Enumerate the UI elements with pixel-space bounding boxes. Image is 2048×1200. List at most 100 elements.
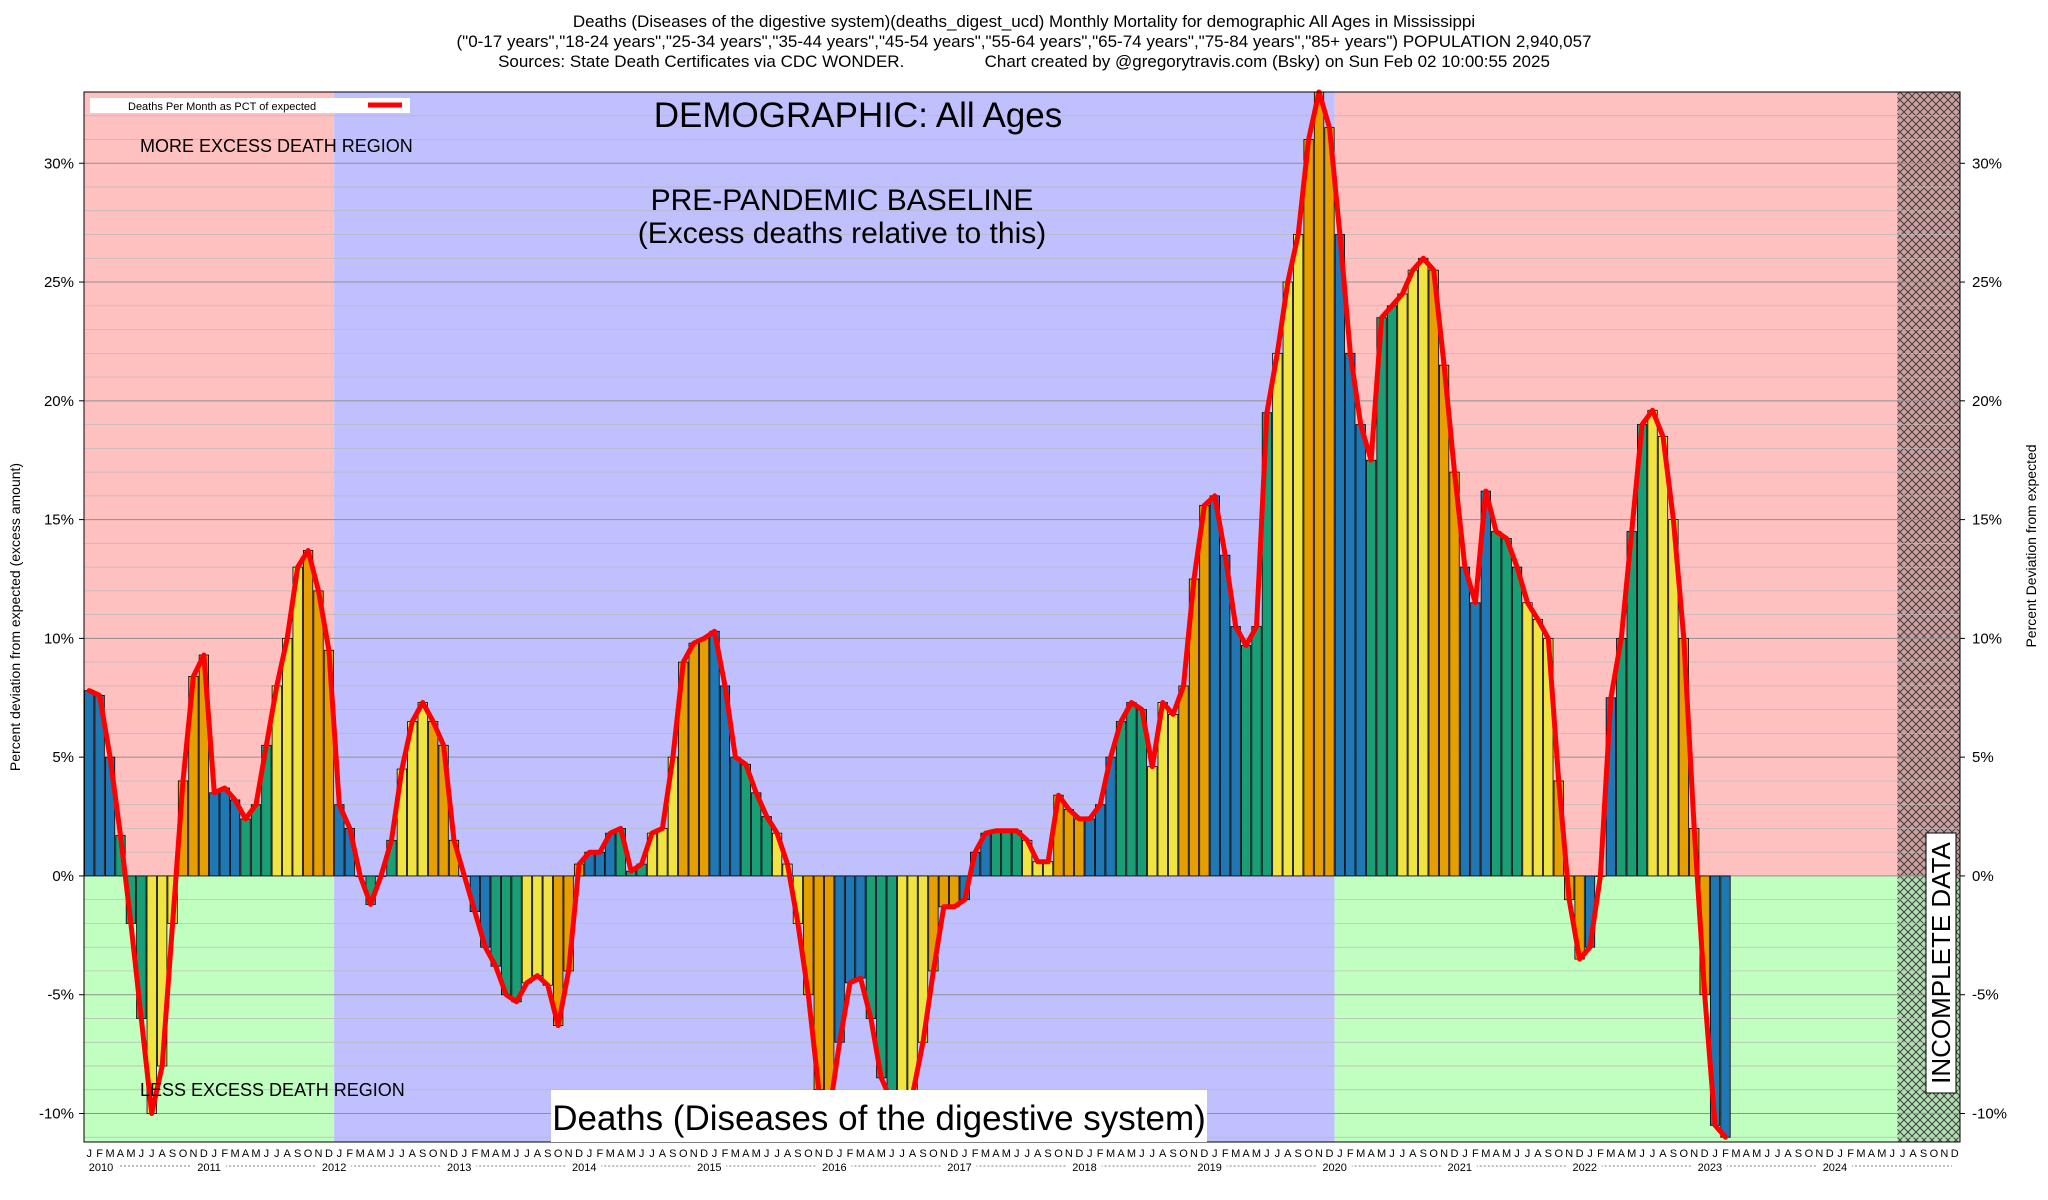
- x-month-label: M: [1877, 1148, 1886, 1160]
- y-tick-label-right: 0%: [1972, 868, 1994, 885]
- year-label-bg: [692, 1161, 727, 1173]
- more-excess-label: MORE EXCESS DEATH REGION: [140, 136, 413, 156]
- bar: [1491, 531, 1502, 877]
- x-month-label: F: [1097, 1148, 1104, 1160]
- x-month-label: S: [419, 1148, 426, 1160]
- bar: [855, 875, 866, 979]
- x-month-label: F: [597, 1148, 604, 1160]
- x-month-label: A: [1659, 1148, 1667, 1160]
- x-month-label: A: [117, 1148, 125, 1160]
- x-month-label: S: [669, 1148, 676, 1160]
- baseline-label-1: PRE-PANDEMIC BASELINE: [651, 184, 1034, 217]
- x-month-label: F: [1847, 1148, 1854, 1160]
- x-year-label: 2024: [1823, 1162, 1847, 1174]
- x-month-label: S: [1795, 1148, 1802, 1160]
- x-month-label: D: [1451, 1148, 1459, 1160]
- x-month-label: N: [315, 1148, 323, 1160]
- legend-label: Deaths Per Month as PCT of expected: [128, 101, 316, 113]
- x-month-label: N: [1690, 1148, 1698, 1160]
- bar: [490, 875, 501, 967]
- x-month-label: A: [1493, 1148, 1501, 1160]
- x-month-label: M: [356, 1148, 365, 1160]
- x-month-label: J: [639, 1148, 645, 1160]
- x-month-label: M: [1481, 1148, 1490, 1160]
- x-month-label: A: [992, 1148, 1000, 1160]
- x-month-label: A: [617, 1148, 625, 1160]
- x-month-label: J: [462, 1148, 468, 1160]
- x-month-label: J: [389, 1148, 395, 1160]
- x-month-label: A: [1409, 1148, 1417, 1160]
- bar: [1334, 234, 1345, 877]
- bar: [657, 828, 668, 877]
- x-month-label: J: [1264, 1148, 1270, 1160]
- bar: [1251, 626, 1262, 877]
- bar: [313, 590, 324, 877]
- year-label-bg: [317, 1161, 352, 1173]
- x-month-label: N: [1940, 1148, 1948, 1160]
- bar: [1657, 436, 1669, 877]
- bar: [938, 875, 949, 908]
- x-month-label: A: [367, 1148, 375, 1160]
- x-month-label: J: [1587, 1148, 1593, 1160]
- x-month-label: M: [1127, 1148, 1136, 1160]
- y-tick-label-left: 25%: [44, 274, 74, 291]
- x-month-label: M: [981, 1148, 990, 1160]
- y-axis-label-left: Percent deviation from expected (excess …: [7, 463, 23, 771]
- x-year-label: 2016: [822, 1162, 846, 1174]
- x-month-label: A: [158, 1148, 166, 1160]
- x-month-label: M: [627, 1148, 636, 1160]
- x-month-label: A: [742, 1148, 750, 1160]
- bar: [302, 550, 314, 877]
- x-month-label: M: [606, 1148, 615, 1160]
- x-month-label: O: [1930, 1148, 1939, 1160]
- x-year-label: 2020: [1322, 1162, 1346, 1174]
- year-label-bg: [1192, 1161, 1227, 1173]
- x-month-label: J: [1275, 1148, 1281, 1160]
- x-month-label: A: [867, 1148, 875, 1160]
- x-month-label: J: [1764, 1148, 1770, 1160]
- x-month-label: O: [679, 1148, 688, 1160]
- y-tick-label-right: -10%: [1972, 1105, 2007, 1122]
- background-regions: [84, 92, 1960, 1142]
- x-month-label: J: [1024, 1148, 1030, 1160]
- x-year-label: 2011: [197, 1162, 221, 1174]
- x-month-label: F: [1472, 1148, 1479, 1160]
- x-month-label: J: [139, 1148, 145, 1160]
- x-month-label: A: [1618, 1148, 1626, 1160]
- bar: [1126, 702, 1137, 877]
- bottom-metric-label: Deaths (Diseases of the digestive system…: [552, 1099, 1206, 1138]
- x-month-label: O: [1304, 1148, 1313, 1160]
- x-month-label: M: [1627, 1148, 1636, 1160]
- year-label-bg: [1567, 1161, 1602, 1173]
- x-month-label: J: [962, 1148, 968, 1160]
- x-month-label: A: [1367, 1148, 1375, 1160]
- y-tick-label-left: 5%: [52, 749, 74, 766]
- x-month-label: M: [376, 1148, 385, 1160]
- x-month-label: J: [1337, 1148, 1343, 1160]
- x-month-label: M: [752, 1148, 761, 1160]
- x-year-label: 2015: [697, 1162, 721, 1174]
- x-month-label: M: [1252, 1148, 1261, 1160]
- x-month-label: J: [587, 1148, 593, 1160]
- y-tick-label-left: 30%: [44, 155, 74, 172]
- less-excess-label: LESS EXCESS DEATH REGION: [140, 1080, 405, 1100]
- x-month-label: S: [1670, 1148, 1677, 1160]
- x-month-label: J: [86, 1148, 92, 1160]
- x-month-label: S: [919, 1148, 926, 1160]
- bar: [594, 851, 606, 877]
- x-year-label: 2012: [322, 1162, 346, 1174]
- x-month-label: J: [399, 1148, 405, 1160]
- bar: [209, 792, 220, 877]
- x-month-label: J: [712, 1148, 718, 1160]
- incomplete-data-label: INCOMPLETE DATA: [1926, 841, 1956, 1083]
- x-month-label: O: [304, 1148, 313, 1160]
- x-month-label: S: [294, 1148, 301, 1160]
- year-label-bg: [1442, 1161, 1477, 1173]
- x-month-label: J: [837, 1148, 843, 1160]
- bar: [1011, 830, 1022, 877]
- bar: [292, 566, 303, 877]
- chart-title-line-2: ("0-17 years","18-24 years","25-34 years…: [456, 32, 1592, 51]
- x-month-label: J: [514, 1148, 520, 1160]
- x-month-label: F: [722, 1148, 729, 1160]
- x-month-label: D: [950, 1148, 958, 1160]
